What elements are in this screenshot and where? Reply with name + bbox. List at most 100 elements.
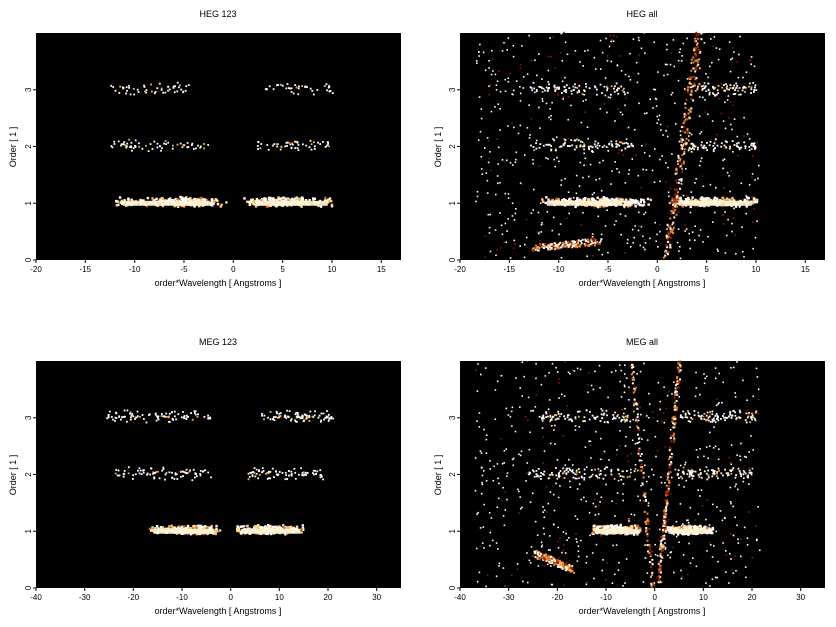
event-point xyxy=(503,41,505,44)
event-point xyxy=(567,567,570,570)
event-point xyxy=(754,179,756,181)
event-point xyxy=(671,525,675,528)
event-point xyxy=(705,73,707,75)
event-point xyxy=(675,188,678,191)
event-point xyxy=(649,575,652,578)
event-point xyxy=(301,196,304,199)
event-point xyxy=(149,143,152,145)
event-point xyxy=(567,569,570,572)
event-point xyxy=(552,244,555,247)
event-point xyxy=(614,120,616,122)
event-point xyxy=(666,493,669,496)
event-point xyxy=(593,239,596,242)
event-point xyxy=(548,555,551,558)
event-point xyxy=(255,197,259,201)
event-point xyxy=(312,93,315,96)
event-point xyxy=(732,467,735,469)
event-point xyxy=(174,197,178,201)
event-point xyxy=(549,561,552,564)
event-point xyxy=(596,492,598,495)
event-point xyxy=(751,173,754,175)
event-point xyxy=(659,545,662,548)
event-point xyxy=(308,199,311,202)
event-point xyxy=(706,149,708,151)
event-point xyxy=(728,198,731,201)
event-point xyxy=(665,494,668,497)
event-point xyxy=(723,89,726,92)
y-tick-label: 3 xyxy=(24,87,33,92)
event-point xyxy=(648,155,651,157)
event-point xyxy=(755,198,759,202)
event-point xyxy=(537,247,540,250)
event-point xyxy=(672,210,675,213)
event-point xyxy=(749,421,752,424)
event-point xyxy=(481,173,484,175)
event-point xyxy=(590,475,593,478)
event-point xyxy=(570,90,573,92)
event-point xyxy=(610,197,614,201)
event-point xyxy=(585,83,587,85)
event-point xyxy=(536,474,539,477)
event-point xyxy=(646,519,649,522)
event-point xyxy=(697,59,700,62)
event-point xyxy=(746,133,749,135)
event-point xyxy=(554,248,556,251)
event-point xyxy=(613,223,616,226)
event-point xyxy=(692,67,695,70)
event-point xyxy=(128,87,130,89)
event-point xyxy=(721,214,723,216)
x-tick-label: 15 xyxy=(377,265,386,274)
event-point xyxy=(215,524,218,528)
event-point xyxy=(678,477,680,479)
event-point xyxy=(552,36,554,39)
event-point xyxy=(301,473,303,476)
event-point xyxy=(161,197,165,200)
event-point xyxy=(547,244,550,247)
event-point xyxy=(676,375,679,378)
event-point xyxy=(503,462,505,464)
event-point xyxy=(572,88,575,91)
event-point xyxy=(125,146,128,149)
event-point xyxy=(602,159,604,162)
event-point xyxy=(295,411,298,414)
event-point xyxy=(625,527,628,530)
event-point xyxy=(682,162,685,165)
event-point xyxy=(256,145,259,147)
event-point xyxy=(485,438,488,441)
event-point xyxy=(753,200,757,204)
event-point xyxy=(731,57,734,60)
event-point xyxy=(156,525,159,528)
event-point xyxy=(713,473,715,476)
event-point xyxy=(597,142,600,145)
event-point xyxy=(294,477,297,480)
event-point xyxy=(530,118,533,120)
event-point xyxy=(680,179,683,182)
event-point xyxy=(664,528,668,532)
event-point xyxy=(714,199,717,202)
event-point xyxy=(711,413,714,416)
event-point xyxy=(722,167,724,170)
event-point xyxy=(196,475,198,478)
event-point xyxy=(301,415,304,417)
event-point xyxy=(630,142,633,145)
event-point xyxy=(738,147,741,149)
event-point xyxy=(200,199,203,202)
event-point xyxy=(113,140,116,143)
event-point xyxy=(563,477,566,479)
event-point xyxy=(666,48,668,51)
event-point xyxy=(130,145,132,148)
event-point xyxy=(290,147,293,150)
event-point xyxy=(328,413,330,416)
event-point xyxy=(599,473,602,475)
event-point xyxy=(670,453,673,455)
event-point xyxy=(263,418,265,421)
event-point xyxy=(615,82,618,85)
event-point xyxy=(301,417,303,420)
event-point xyxy=(586,255,588,258)
event-point xyxy=(583,468,586,471)
event-point xyxy=(539,127,541,129)
event-point xyxy=(583,164,585,167)
event-point xyxy=(668,466,671,469)
event-point xyxy=(301,526,305,530)
event-point xyxy=(649,198,652,202)
